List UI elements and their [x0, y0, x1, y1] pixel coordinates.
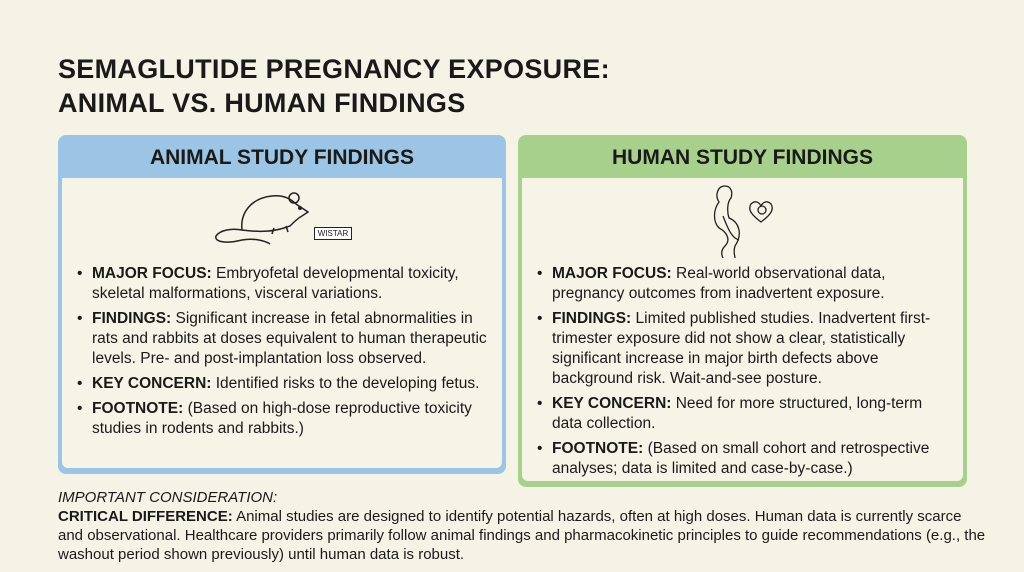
wistar-tag: WISTAR — [313, 226, 353, 240]
page-title: SEMAGLUTIDE PREGNANCY EXPOSURE: ANIMAL V… — [58, 52, 610, 120]
list-item: MAJOR FOCUS: Real-world observational da… — [537, 264, 955, 304]
human-findings-panel: HUMAN STUDY FINDINGS MAJOR FOCUS: Real-w… — [518, 135, 967, 487]
list-item: FOOTNOTE: (Based on small cohort and ret… — [537, 439, 955, 479]
list-item: MAJOR FOCUS: Embryofetal developmental t… — [77, 264, 494, 304]
animal-findings-list: MAJOR FOCUS: Embryofetal developmental t… — [62, 264, 502, 439]
human-findings-list: MAJOR FOCUS: Real-world observational da… — [522, 264, 963, 479]
title-line-1: SEMAGLUTIDE PREGNANCY EXPOSURE: — [58, 54, 610, 84]
rat-icon: WISTAR — [62, 182, 502, 260]
list-item: KEY CONCERN: Need for more structured, l… — [537, 394, 955, 434]
list-item: FINDINGS: Limited published studies. Ina… — [537, 309, 955, 389]
pregnant-woman-icon — [522, 182, 963, 260]
title-line-2: ANIMAL VS. HUMAN FINDINGS — [58, 88, 466, 118]
important-consideration: IMPORTANT CONSIDERATION: CRITICAL DIFFER… — [58, 488, 988, 564]
list-item: FINDINGS: Significant increase in fetal … — [77, 309, 494, 369]
consideration-heading: IMPORTANT CONSIDERATION: — [58, 489, 278, 506]
animal-panel-heading: ANIMAL STUDY FINDINGS — [149, 145, 415, 169]
list-item: KEY CONCERN: Identified risks to the dev… — [77, 374, 494, 394]
human-panel-heading: HUMAN STUDY FINDINGS — [612, 145, 873, 169]
list-item: FOOTNOTE: (Based on high-dose reproducti… — [77, 399, 494, 439]
consideration-text: CRITICAL DIFFERENCE: Animal studies are … — [58, 508, 986, 563]
animal-findings-panel: ANIMAL STUDY FINDINGS WISTAR MAJOR FOCUS… — [58, 135, 506, 474]
